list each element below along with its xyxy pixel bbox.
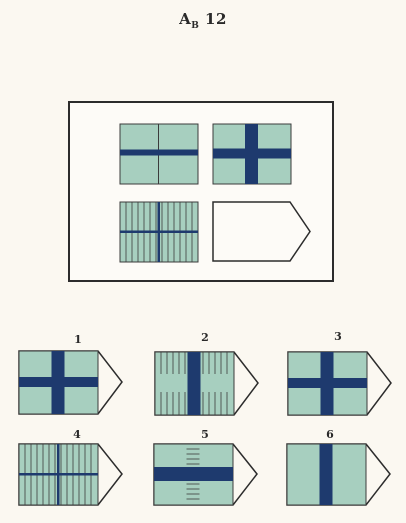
horizontal-band bbox=[154, 467, 233, 481]
horizontal-band bbox=[120, 149, 198, 156]
vertical-band bbox=[319, 444, 333, 505]
vertical-line bbox=[57, 444, 60, 505]
vertical-band bbox=[320, 352, 334, 415]
title-letter: A bbox=[179, 10, 192, 28]
option-5-label: 5 bbox=[201, 428, 209, 441]
title-number: 12 bbox=[205, 10, 227, 28]
option-6[interactable] bbox=[286, 443, 394, 507]
option-4-label: 4 bbox=[73, 428, 81, 441]
option-3-label: 3 bbox=[334, 330, 342, 343]
vertical-band bbox=[187, 352, 201, 415]
vertical-band bbox=[245, 124, 258, 184]
option-2[interactable] bbox=[154, 351, 260, 417]
option-5[interactable] bbox=[153, 443, 260, 507]
option-1[interactable] bbox=[18, 350, 126, 416]
page-title: AB 12 bbox=[0, 10, 406, 31]
option-3[interactable] bbox=[287, 351, 395, 417]
matrix-cell-horizontal-band bbox=[119, 123, 199, 185]
option-6-label: 6 bbox=[326, 428, 334, 441]
matrix-cell-striped-cross bbox=[119, 201, 199, 263]
vertical-line bbox=[157, 202, 160, 262]
matrix-cell-blank bbox=[212, 201, 311, 262]
vertical-band bbox=[51, 351, 65, 414]
matrix-cell-cross bbox=[212, 123, 292, 185]
option-2-label: 2 bbox=[201, 331, 209, 344]
option-4[interactable] bbox=[18, 443, 126, 507]
title-subscript: B bbox=[191, 21, 200, 31]
blank-answer-slot bbox=[212, 201, 311, 262]
option-1-label: 1 bbox=[74, 333, 82, 346]
